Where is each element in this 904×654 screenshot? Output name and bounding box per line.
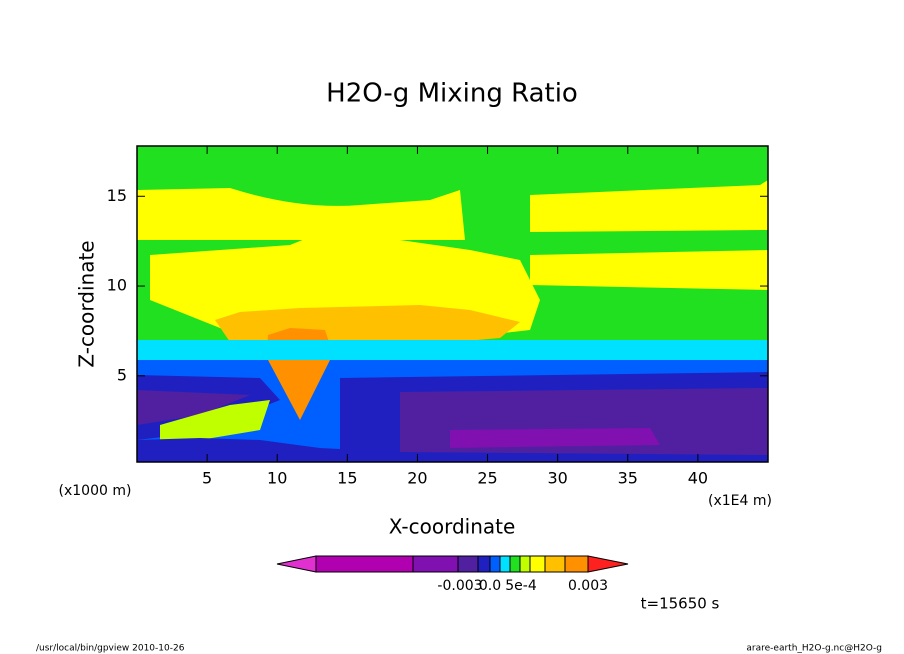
colorbar-segment <box>519 555 531 573</box>
contour-field <box>137 146 768 462</box>
x-tick-label: 40 <box>688 469 708 488</box>
colorbar-segment <box>276 555 317 573</box>
x-tick-label: 35 <box>618 469 638 488</box>
colorbar-label: 0.0 <box>479 578 501 594</box>
x-axis-label: X-coordinate <box>389 515 516 539</box>
chart-title: H2O-g Mixing Ratio <box>326 79 578 109</box>
x-unit-label: (x1E4 m) <box>708 493 772 509</box>
time-label: t=15650 s <box>641 595 720 613</box>
colorbar-label: 5e-4 <box>505 578 537 594</box>
colorbar-segment <box>489 555 501 573</box>
y-tick-label: 10 <box>107 276 127 295</box>
colorbar-segment <box>499 555 511 573</box>
colorbar-segment <box>412 555 459 573</box>
colorbar-segment <box>544 555 566 573</box>
x-tick-label: 25 <box>477 469 497 488</box>
plot-frame <box>136 145 769 463</box>
y-unit-label: (x1000 m) <box>59 483 132 499</box>
x-tick-label: 10 <box>267 469 287 488</box>
footer-left: /usr/local/bin/gpview 2010-10-26 <box>36 644 185 654</box>
y-tick-label: 15 <box>107 186 127 205</box>
colorbar-label: -0.003 <box>437 578 482 594</box>
colorbar-segment <box>315 555 414 573</box>
colorbar-segment <box>509 555 521 573</box>
footer-right: arare-earth_H2O-g.nc@H2O-g <box>746 644 882 654</box>
y-tick-label: 5 <box>117 365 127 384</box>
colorbar-segment <box>457 555 479 573</box>
colorbar-segment <box>529 555 546 573</box>
colorbar-label: 0.003 <box>568 578 608 594</box>
x-tick-label: 15 <box>337 469 357 488</box>
y-axis-label: Z-coordinate <box>75 240 99 367</box>
colorbar-segment <box>477 555 491 573</box>
x-tick-label: 20 <box>407 469 427 488</box>
colorbar-segment <box>564 555 589 573</box>
x-tick-label: 5 <box>202 469 212 488</box>
colorbar-segment <box>587 555 629 573</box>
x-tick-label: 30 <box>547 469 567 488</box>
